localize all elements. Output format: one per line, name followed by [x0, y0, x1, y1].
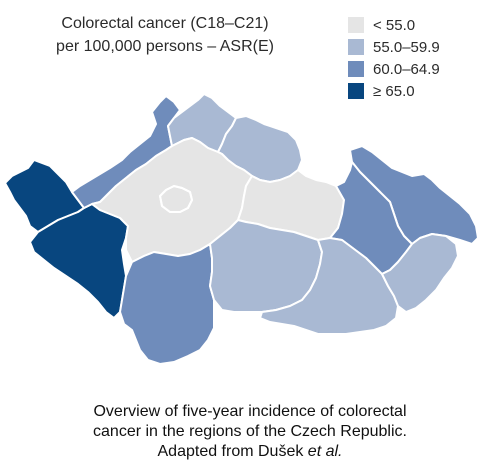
- legend-item-55-59: 55.0–59.9: [348, 36, 440, 58]
- figure-caption: Overview of five-year incidence of color…: [0, 402, 500, 462]
- caption-line2: cancer in the regions of the Czech Repub…: [93, 423, 407, 440]
- map-title-line1: Colorectal cancer (C18–C21): [61, 15, 269, 32]
- legend-label-lt55: < 55.0: [373, 16, 416, 34]
- legend-swatch-55-59: [348, 39, 364, 55]
- map-title-line2: per 100,000 persons – ASR(E): [56, 38, 274, 55]
- caption-line3-italic: et al.: [307, 443, 343, 460]
- czech-regions-map: [4, 93, 479, 365]
- region-jihocesky[interactable]: [119, 243, 215, 365]
- legend-item-lt55: < 55.0: [348, 14, 440, 36]
- praha-outline: [158, 184, 194, 213]
- map-title: Colorectal cancer (C18–C21) per 100,000 …: [40, 12, 290, 58]
- region-zlinsky[interactable]: [381, 233, 459, 313]
- legend-label-60-64: 60.0–64.9: [373, 60, 440, 78]
- caption-line3: Adapted from Dušek et al.: [0, 442, 500, 462]
- legend-item-60-64: 60.0–64.9: [348, 58, 440, 80]
- region-jihomoravsky[interactable]: [259, 237, 399, 335]
- legend: < 55.0 55.0–59.9 60.0–64.9 ≥ 65.0: [348, 14, 440, 102]
- caption-line1: Overview of five-year incidence of color…: [93, 403, 407, 420]
- regions-layer: [4, 93, 479, 365]
- legend-label-55-59: 55.0–59.9: [373, 38, 440, 56]
- legend-item-ge65: ≥ 65.0: [348, 80, 440, 102]
- caption-line3-text: Adapted from Dušek: [157, 443, 308, 460]
- legend-label-ge65: ≥ 65.0: [373, 82, 415, 100]
- legend-swatch-lt55: [348, 17, 364, 33]
- legend-swatch-ge65: [348, 83, 364, 99]
- legend-swatch-60-64: [348, 61, 364, 77]
